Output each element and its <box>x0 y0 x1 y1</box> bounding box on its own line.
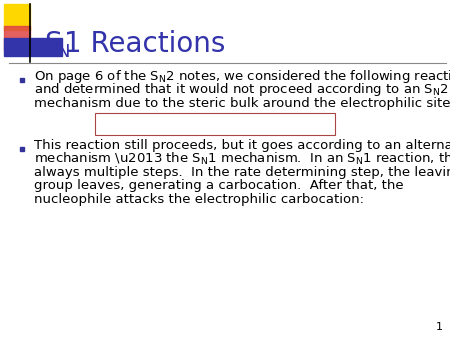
Text: On page 6 of the S$_\mathregular{N}$2 notes, we considered the following reactio: On page 6 of the S$_\mathregular{N}$2 no… <box>34 68 450 85</box>
Text: This reaction still proceeds, but it goes according to an alternate: This reaction still proceeds, but it goe… <box>34 139 450 152</box>
Text: mechanism due to the steric bulk around the electrophilic site:: mechanism due to the steric bulk around … <box>34 97 450 110</box>
Text: 1: 1 <box>436 322 443 332</box>
Text: group leaves, generating a carbocation.  After that, the: group leaves, generating a carbocation. … <box>34 179 404 193</box>
FancyBboxPatch shape <box>95 113 335 135</box>
Bar <box>4 26 30 50</box>
Bar <box>4 38 62 56</box>
Text: and determined that it would not proceed according to an S$_\mathregular{N}$2: and determined that it would not proceed… <box>34 81 449 98</box>
Text: N: N <box>56 43 69 61</box>
Text: mechanism \u2013 the S$_\mathregular{N}$1 mechanism.  In an S$_\mathregular{N}$1: mechanism \u2013 the S$_\mathregular{N}$… <box>34 150 450 167</box>
Text: I$^-$ + (CH$_3$)$_3$CBr  $\rightarrow$  (CH$_3$)$_3$CI + Br$^-$: I$^-$ + (CH$_3$)$_3$CBr $\rightarrow$ (C… <box>104 116 326 132</box>
Text: 1 Reactions: 1 Reactions <box>64 30 225 58</box>
Text: always multiple steps.  In the rate determining step, the leaving: always multiple steps. In the rate deter… <box>34 166 450 179</box>
Bar <box>4 4 30 30</box>
Text: S: S <box>44 30 62 58</box>
Text: nucleophile attacks the electrophilic carbocation:: nucleophile attacks the electrophilic ca… <box>34 193 364 206</box>
